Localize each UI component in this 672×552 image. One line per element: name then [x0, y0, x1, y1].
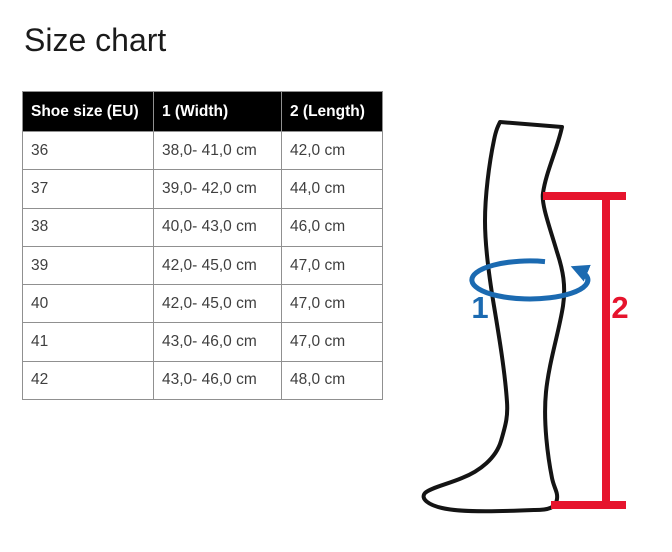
- col-header-length: 2 (Length): [281, 91, 383, 132]
- table-cell: 42,0- 45,0 cm: [153, 245, 282, 286]
- length-measure-bracket: [543, 192, 626, 509]
- table-cell: 39: [22, 245, 154, 286]
- table-cell: 41: [22, 322, 154, 362]
- table-row: 42 43,0- 46,0 cm 48,0 cm: [22, 360, 383, 401]
- table-cell: 39,0- 42,0 cm: [153, 169, 282, 209]
- table-cell: 40,0- 43,0 cm: [153, 207, 282, 247]
- leg-outline: [421, 120, 567, 514]
- table-row: 38 40,0- 43,0 cm 46,0 cm: [22, 207, 383, 247]
- table-row: 40 42,0- 45,0 cm 47,0 cm: [22, 284, 383, 324]
- table-row: 41 43,0- 46,0 cm 47,0 cm: [22, 322, 383, 362]
- table-cell: 48,0 cm: [281, 360, 383, 401]
- table-cell: 47,0 cm: [281, 245, 383, 286]
- length-measure-label: 2: [611, 290, 628, 325]
- table-row: 37 39,0- 42,0 cm 44,0 cm: [22, 169, 383, 209]
- table-cell: 42,0 cm: [281, 130, 383, 171]
- table-cell: 43,0- 46,0 cm: [153, 360, 282, 401]
- table-cell: 38,0- 41,0 cm: [153, 130, 282, 171]
- table-cell: 37: [22, 169, 154, 209]
- table-cell: 42: [22, 360, 154, 401]
- table-row: 39 42,0- 45,0 cm 47,0 cm: [22, 245, 383, 286]
- table-cell: 42,0- 45,0 cm: [153, 284, 282, 324]
- table-cell: 43,0- 46,0 cm: [153, 322, 282, 362]
- page-title: Size chart: [24, 22, 167, 58]
- table-cell: 38: [22, 207, 154, 247]
- table-cell: 40: [22, 284, 154, 324]
- table-cell: 47,0 cm: [281, 284, 383, 324]
- table-row: 36 38,0- 41,0 cm 42,0 cm: [22, 130, 383, 171]
- table-cell: 46,0 cm: [281, 207, 383, 247]
- table-cell: 44,0 cm: [281, 169, 383, 209]
- size-table: Shoe size (EU) 1 (Width) 2 (Length) 36 38…: [22, 91, 383, 401]
- table-header-row: Shoe size (EU) 1 (Width) 2 (Length): [22, 91, 383, 132]
- table-cell: 36: [22, 130, 154, 171]
- col-header-shoe-size: Shoe size (EU): [22, 91, 154, 132]
- table-cell: 47,0 cm: [281, 322, 383, 362]
- width-measure-label: 1: [471, 290, 488, 325]
- col-header-width: 1 (Width): [153, 91, 282, 132]
- calf-circumference-arrow: [469, 258, 591, 302]
- leg-measurement-diagram: 1 2: [421, 120, 629, 514]
